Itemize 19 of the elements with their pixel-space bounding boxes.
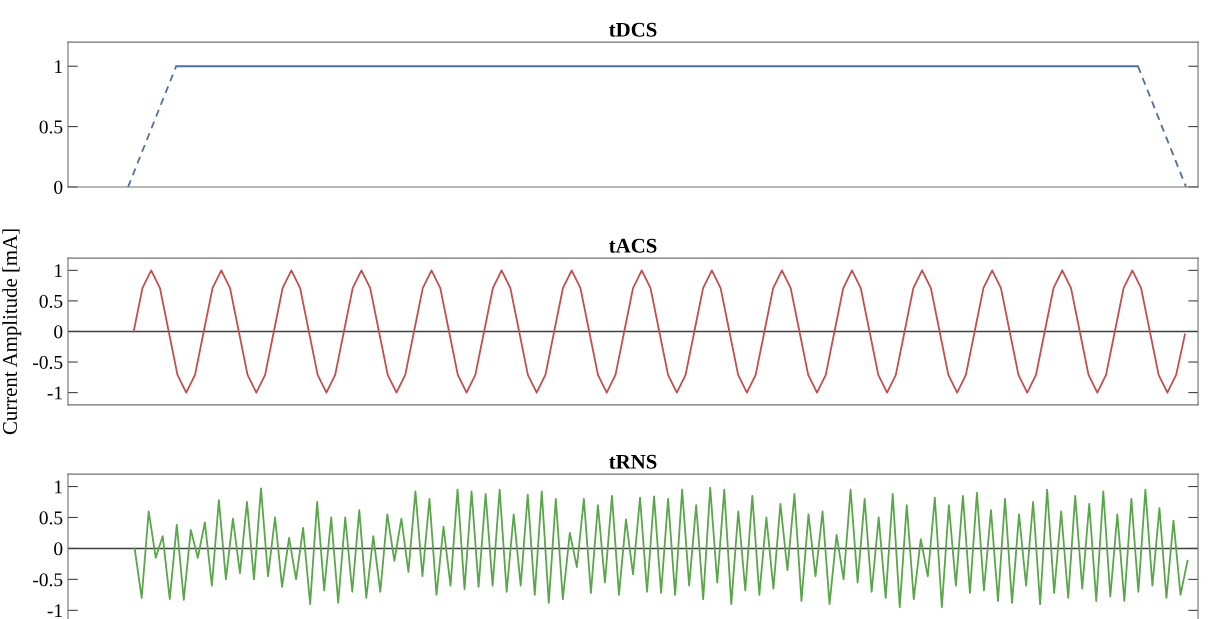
y-tick-label: 1 <box>55 60 62 73</box>
chart-title: tDCS <box>609 22 657 37</box>
chart-title: tRNS <box>609 454 657 469</box>
y-tick-label: 1 <box>55 480 62 494</box>
y-axis-title: Current Amplitude [mA] <box>2 229 22 435</box>
chart-title: tACS <box>609 238 657 253</box>
y-tick-label: 0 <box>54 542 63 556</box>
y-tick-label: -0.5 <box>33 355 63 370</box>
y-tick-label: 0.5 <box>39 120 63 134</box>
y-tick-label: 0.5 <box>39 294 63 308</box>
line-series <box>132 269 1186 394</box>
y-tick-label: 0 <box>54 180 63 194</box>
y-tick-label: -1 <box>47 386 62 400</box>
y-tick-label: 0 <box>54 325 63 339</box>
y-tick-label: 0.5 <box>39 511 63 525</box>
y-tick-label: -0.5 <box>33 573 63 587</box>
line-series <box>133 486 1189 609</box>
y-tick-label: 1 <box>55 264 62 278</box>
y-tick-label: -1 <box>47 604 62 618</box>
